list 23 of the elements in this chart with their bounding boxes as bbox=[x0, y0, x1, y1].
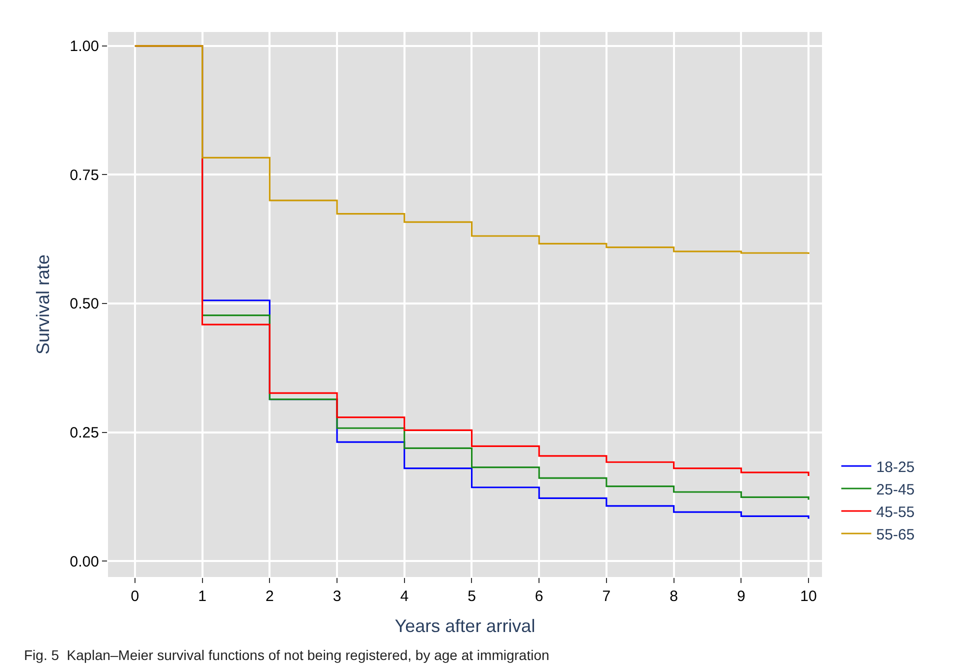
x-tick-label: 2 bbox=[265, 588, 274, 605]
x-axis-title: Years after arrival bbox=[394, 616, 536, 636]
legend-label: 55-65 bbox=[876, 526, 915, 544]
y-tick-label: 1.00 bbox=[70, 38, 99, 56]
y-tick-label: 0.50 bbox=[70, 296, 99, 313]
x-tick-label: 5 bbox=[468, 588, 476, 605]
caption: Fig. 5 Kaplan–Meier survival functions of not being registered, by age at immigration bbox=[24, 647, 550, 663]
x-tick-label: 7 bbox=[602, 588, 611, 605]
x-tick-label: 4 bbox=[400, 588, 409, 605]
x-tick-label: 3 bbox=[332, 588, 342, 605]
x-tick-label: 9 bbox=[737, 588, 746, 605]
x-tick-label: 0 bbox=[130, 588, 140, 605]
x-tick-label: 1 bbox=[198, 588, 206, 605]
y-axis-title: Survival rate bbox=[32, 254, 53, 355]
x-tick-label: 6 bbox=[534, 588, 544, 605]
x-tick-label: 8 bbox=[670, 588, 678, 605]
legend-label: 25-45 bbox=[876, 481, 915, 498]
y-tick-label: 0.75 bbox=[70, 166, 99, 184]
y-tick-label: 0.25 bbox=[70, 424, 99, 442]
legend-label: 45-55 bbox=[876, 504, 915, 521]
x-tick-label: 10 bbox=[800, 588, 817, 605]
legend-label: 18-25 bbox=[876, 458, 915, 476]
y-tick-label: 0.00 bbox=[70, 553, 99, 570]
